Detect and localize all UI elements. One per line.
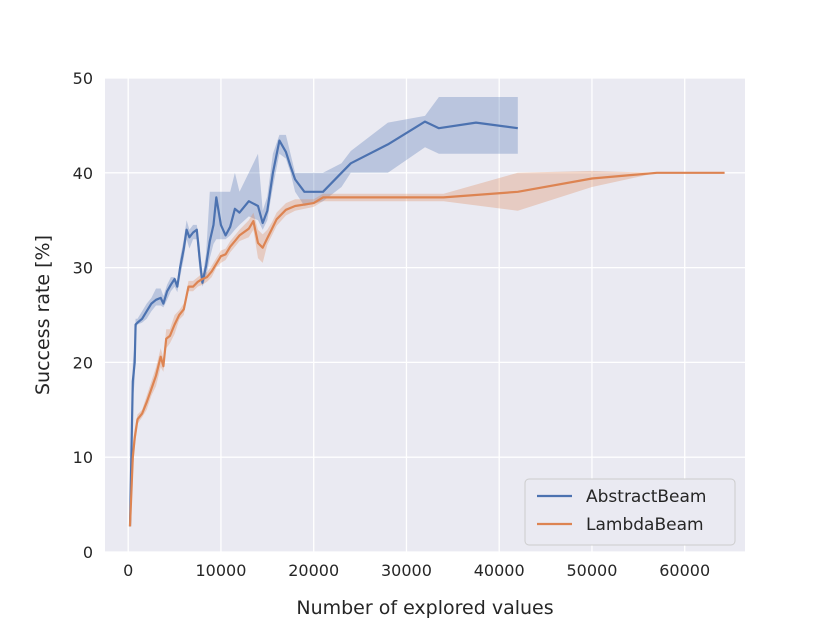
legend-label-abstractbeam: AbstractBeam: [586, 487, 706, 507]
y-tick-label: 50: [73, 69, 93, 88]
x-tick-label: 20000: [288, 561, 339, 580]
x-tick-label: 30000: [381, 561, 432, 580]
y-axis-ticks: 0 10 20 30 40 50: [73, 69, 93, 562]
y-tick-label: 0: [83, 543, 93, 562]
x-tick-label: 50000: [567, 561, 618, 580]
legend-label-lambdabeam: LambdaBeam: [586, 515, 704, 535]
line-abstractbeam: [128, 120, 518, 527]
y-tick-label: 10: [73, 448, 93, 467]
x-tick-label: 40000: [474, 561, 525, 580]
series-lines: [128, 120, 725, 527]
x-tick-label: 60000: [659, 561, 710, 580]
x-tick-label: 10000: [195, 561, 246, 580]
x-axis-ticks: 0 10000 20000 30000 40000 50000 60000: [123, 561, 710, 580]
legend-frame: [524, 478, 736, 546]
y-tick-label: 40: [73, 164, 93, 183]
legend: AbstractBeam LambdaBeam: [524, 478, 736, 546]
x-axis-label: Number of explored values: [296, 597, 553, 619]
x-tick-label: 0: [123, 561, 133, 580]
y-tick-label: 30: [73, 259, 93, 278]
y-tick-label: 20: [73, 353, 93, 372]
grid-lines: [105, 77, 745, 553]
y-axis-label: Success rate [%]: [32, 235, 54, 395]
line-lambdabeam: [128, 171, 725, 527]
confidence-bands: [130, 97, 725, 527]
plot-area: [105, 78, 745, 552]
band-abstractbeam: [130, 97, 518, 527]
